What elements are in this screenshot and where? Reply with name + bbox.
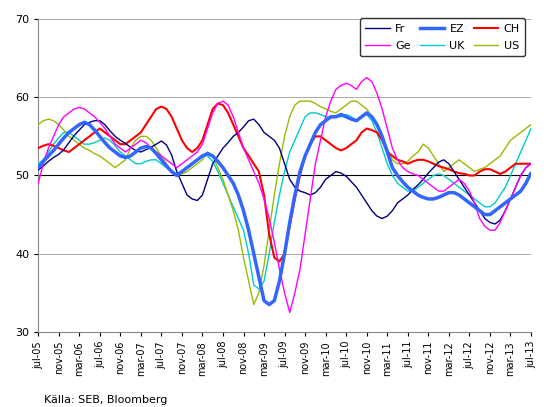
Fr (50, 155, 57, 160)
UK (287, 149, 293, 154)
UK (71, 134, 77, 139)
US (296, 99, 303, 104)
EZ (163, 164, 170, 168)
CH (425, 159, 431, 164)
EZ (287, 220, 293, 225)
UK (35, 161, 41, 166)
Ge (163, 158, 170, 162)
CH (163, 107, 170, 112)
Ge (322, 114, 329, 119)
Fr (35, 168, 41, 173)
EZ (528, 171, 534, 175)
Ge (35, 181, 41, 186)
Legend: Fr, Ge, EZ, UK, CH, US: Fr, Ge, EZ, UK, CH, US (360, 18, 526, 56)
US (425, 146, 431, 151)
Fr (528, 161, 534, 166)
UK (163, 165, 170, 170)
Ge (287, 310, 293, 315)
Ge (281, 290, 288, 295)
Ge (425, 181, 431, 186)
Line: CH: CH (38, 103, 531, 262)
EZ (322, 118, 329, 123)
EZ (50, 148, 57, 153)
EZ (266, 302, 273, 307)
Ge (71, 107, 77, 112)
Fr (251, 117, 257, 122)
CH (291, 197, 298, 201)
US (528, 122, 534, 127)
Line: Ge: Ge (38, 78, 531, 313)
CH (327, 142, 334, 147)
UK (50, 142, 57, 147)
CH (71, 146, 77, 151)
UK (256, 287, 262, 291)
CH (50, 143, 57, 148)
US (287, 114, 293, 119)
CH (35, 146, 41, 151)
US (327, 109, 334, 114)
Fr (491, 221, 498, 226)
Fr (163, 142, 170, 147)
Ge (50, 134, 57, 139)
US (163, 161, 170, 166)
CH (214, 101, 221, 106)
Fr (322, 177, 329, 182)
Line: EZ: EZ (38, 113, 531, 304)
Fr (71, 133, 77, 138)
EZ (364, 110, 370, 115)
CH (276, 259, 283, 264)
Line: Fr: Fr (38, 119, 531, 224)
UK (307, 110, 314, 115)
UK (327, 114, 334, 119)
US (251, 302, 257, 307)
UK (425, 177, 431, 182)
Text: Källa: SEB, Bloomberg: Källa: SEB, Bloomberg (44, 395, 168, 405)
UK (528, 126, 534, 131)
Ge (364, 75, 370, 80)
EZ (425, 197, 431, 201)
Ge (528, 161, 534, 166)
Fr (420, 177, 426, 182)
US (71, 138, 77, 143)
Line: UK: UK (38, 113, 531, 289)
EZ (35, 165, 41, 170)
US (35, 122, 41, 127)
Line: US: US (38, 101, 531, 304)
CH (528, 161, 534, 166)
EZ (71, 126, 77, 131)
US (50, 118, 57, 123)
Fr (287, 177, 293, 182)
